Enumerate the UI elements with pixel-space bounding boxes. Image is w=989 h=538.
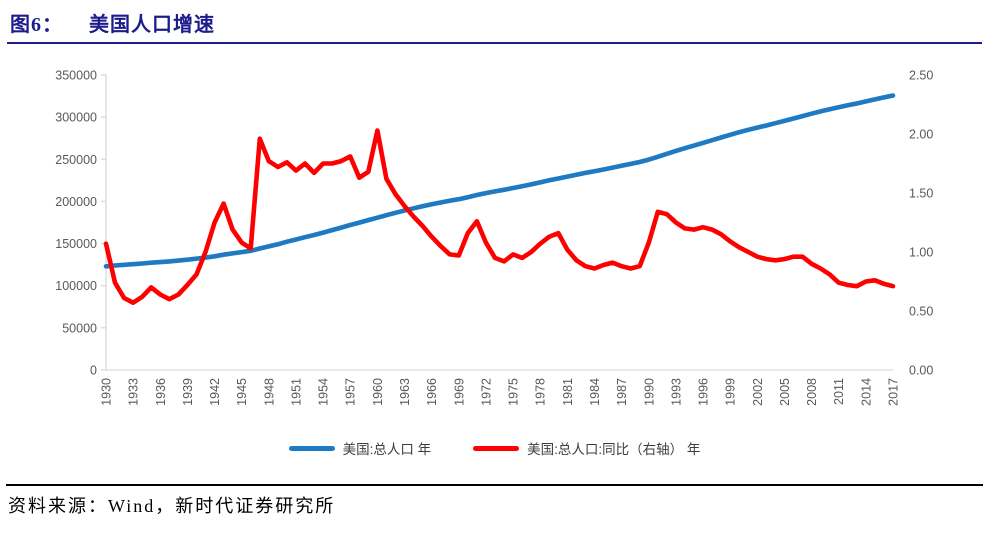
x-axis-label: 1942 <box>208 378 222 406</box>
x-axis-label: 1948 <box>262 378 276 406</box>
left-axis-label: 250000 <box>55 153 97 167</box>
x-axis-label: 1939 <box>181 378 195 406</box>
right-axis-label: 2.50 <box>909 69 933 83</box>
legend-item-total-population: 美国:总人口 年 <box>288 438 432 458</box>
x-axis-label: 1969 <box>452 378 466 406</box>
x-axis-label: 1987 <box>615 378 629 406</box>
legend-swatch-red-line <box>473 445 520 451</box>
footer-divider <box>6 484 983 486</box>
x-axis-label: 1933 <box>127 378 141 406</box>
x-axis-label: 1999 <box>724 378 738 406</box>
axis-lines <box>105 75 893 371</box>
x-axis-label: 1975 <box>507 378 521 406</box>
figure-label: 图6： <box>10 14 63 36</box>
right-axis-label: 0.00 <box>909 364 933 378</box>
x-axis-label: 2017 <box>887 378 901 406</box>
x-axis-label: 2002 <box>751 378 765 406</box>
x-axis-label: 1981 <box>561 378 575 406</box>
x-axis-label: 1996 <box>697 378 711 406</box>
x-axis-label: 2008 <box>805 378 819 406</box>
legend-label-yoy-growth: 美国:总人口:同比（右轴） 年 <box>527 442 701 457</box>
x-axis-label: 1993 <box>669 378 683 406</box>
x-axis-label: 2011 <box>832 378 846 405</box>
x-axis-label: 2005 <box>778 378 792 406</box>
left-axis-label: 200000 <box>55 195 97 209</box>
x-axis-label: 1951 <box>289 378 303 406</box>
legend-label-total-population: 美国:总人口 年 <box>342 442 432 457</box>
x-axis-label: 1990 <box>642 378 656 406</box>
series-line-total-population <box>103 93 896 269</box>
figure-title-row: 图6： 美国人口增速 <box>10 8 215 37</box>
source-note: 资料来源：Wind，新时代证券研究所 <box>8 496 336 516</box>
title-divider <box>7 42 982 44</box>
x-axis-label: 1936 <box>154 378 168 406</box>
x-axis-label: 1978 <box>534 378 548 406</box>
x-axis-label: 1960 <box>371 378 385 406</box>
left-axis-label: 300000 <box>55 111 97 125</box>
series-line-yoy-growth <box>103 128 896 306</box>
right-axis-label: 0.50 <box>909 305 933 319</box>
left-axis-label: 50000 <box>62 321 97 335</box>
page-title: 美国人口增速 <box>89 14 215 36</box>
x-axis-label: 1954 <box>317 378 331 406</box>
x-axis-label: 1966 <box>425 378 439 406</box>
x-axis-label: 1945 <box>235 378 249 406</box>
right-axis-label: 2.00 <box>909 128 933 142</box>
x-axis-label: 1963 <box>398 378 412 406</box>
left-axis-label: 150000 <box>55 237 97 251</box>
x-axis-label: 1957 <box>344 378 358 406</box>
x-axis-label: 1984 <box>588 378 602 406</box>
x-axis-label: 1930 <box>100 378 114 406</box>
left-axis-label: 0 <box>90 364 97 378</box>
legend-item-yoy-growth: 美国:总人口:同比（右轴） 年 <box>473 438 700 458</box>
right-axis-label: 1.50 <box>909 187 933 201</box>
left-axis-label: 100000 <box>55 279 97 293</box>
x-axis-label: 1972 <box>479 378 493 406</box>
chart-legend: 美国:总人口 年 美国:总人口:同比（右轴） 年 <box>0 438 989 458</box>
legend-swatch-blue-line <box>288 445 335 451</box>
left-axis-label: 350000 <box>55 69 97 83</box>
x-axis-label: 2014 <box>859 378 873 406</box>
right-axis-label: 1.00 <box>909 246 933 260</box>
